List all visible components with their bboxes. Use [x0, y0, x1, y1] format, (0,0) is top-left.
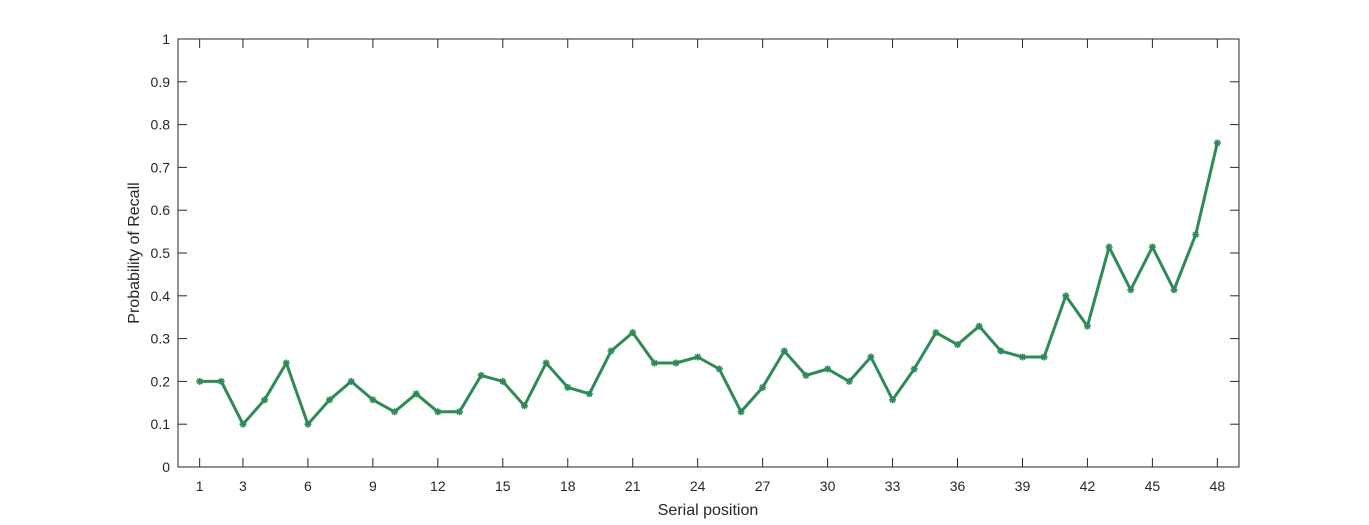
data-point-marker — [326, 396, 334, 404]
x-tick-label: 6 — [304, 478, 312, 494]
x-tick-label: 18 — [560, 478, 576, 494]
data-point-marker — [412, 390, 420, 398]
x-tick-label: 39 — [1015, 478, 1031, 494]
data-point-marker — [1170, 286, 1178, 294]
data-point-marker — [369, 396, 377, 404]
y-tick-label: 0.7 — [151, 159, 171, 175]
x-tick-label: 27 — [755, 478, 771, 494]
data-point-marker — [196, 377, 204, 385]
data-point-marker — [499, 377, 507, 385]
x-axis-label: Serial position — [658, 502, 759, 519]
x-tick-label: 24 — [690, 478, 706, 494]
y-tick-label: 0.5 — [151, 245, 171, 261]
data-point-marker — [607, 347, 615, 355]
x-tick-label: 21 — [625, 478, 641, 494]
data-point-marker — [585, 390, 593, 398]
y-tick-label: 0.8 — [151, 117, 171, 133]
data-point-marker — [629, 329, 637, 337]
axis-ticks — [178, 38, 1239, 468]
x-tick-label: 15 — [495, 478, 511, 494]
x-tick-labels: 1 3 6 9 12 15 18 21 24 27 30 33 36 39 42 45 48 — [196, 478, 1226, 494]
data-point-marker — [737, 408, 745, 416]
data-point-marker — [932, 329, 940, 337]
y-tick-label: 0.1 — [151, 416, 171, 432]
data-point-marker — [997, 347, 1005, 355]
x-tick-label: 1 — [196, 478, 204, 494]
data-point-marker — [780, 347, 788, 355]
x-tick-label: 36 — [950, 478, 966, 494]
data-point-marker — [434, 408, 442, 416]
data-point-marker — [1062, 292, 1070, 300]
data-point-marker — [824, 365, 832, 373]
x-tick-label: 3 — [239, 478, 247, 494]
data-point-marker — [694, 353, 702, 361]
data-point-marker — [1213, 139, 1221, 147]
data-point-marker — [217, 377, 225, 385]
y-tick-label: 0.6 — [151, 202, 171, 218]
x-tick-label: 9 — [369, 478, 377, 494]
x-tick-label: 45 — [1145, 478, 1161, 494]
data-point-marker — [715, 365, 723, 373]
y-tick-label: 0.2 — [151, 373, 171, 389]
recall-series — [196, 139, 1221, 428]
data-point-marker — [347, 377, 355, 385]
x-tick-label: 30 — [820, 478, 836, 494]
data-point-marker — [1192, 231, 1200, 239]
y-tick-label: 0 — [162, 459, 170, 475]
data-point-marker — [975, 322, 983, 330]
data-point-marker — [282, 359, 290, 367]
data-point-marker — [1083, 322, 1091, 330]
x-tick-label: 42 — [1080, 478, 1096, 494]
x-tick-label: 48 — [1210, 478, 1226, 494]
data-point-marker — [239, 420, 247, 428]
data-point-marker — [954, 341, 962, 349]
y-tick-label: 0.3 — [151, 331, 171, 347]
series-line — [199, 142, 1219, 426]
data-point-marker — [759, 383, 767, 391]
x-tick-label: 12 — [430, 478, 446, 494]
data-point-marker — [520, 402, 528, 410]
data-point-marker — [304, 420, 312, 428]
data-point-marker — [391, 408, 399, 416]
data-point-marker — [867, 353, 875, 361]
y-tick-labels: 0 0.1 0.2 0.3 0.4 0.5 0.6 0.7 0.8 0.9 1 — [151, 31, 171, 475]
y-tick-label: 1 — [162, 31, 170, 47]
data-point-marker — [564, 383, 572, 391]
data-point-marker — [1105, 243, 1113, 251]
data-point-marker — [477, 371, 485, 379]
y-tick-label: 0.9 — [151, 74, 171, 90]
data-point-marker — [650, 359, 658, 367]
data-point-marker — [1148, 243, 1156, 251]
data-point-marker — [1018, 353, 1026, 361]
data-point-marker — [1127, 286, 1135, 294]
x-tick-label: 33 — [885, 478, 901, 494]
y-tick-label: 0.4 — [151, 288, 171, 304]
data-point-marker — [261, 396, 269, 404]
data-point-marker — [455, 408, 463, 416]
data-point-marker — [845, 377, 853, 385]
data-point-marker — [910, 365, 918, 373]
data-point-marker — [889, 396, 897, 404]
data-point-marker — [542, 359, 550, 367]
y-axis-label: Probability of Recall — [126, 182, 143, 323]
data-point-marker — [802, 371, 810, 379]
data-point-marker — [672, 359, 680, 367]
plot-area — [177, 38, 1240, 468]
data-point-marker — [1040, 353, 1048, 361]
